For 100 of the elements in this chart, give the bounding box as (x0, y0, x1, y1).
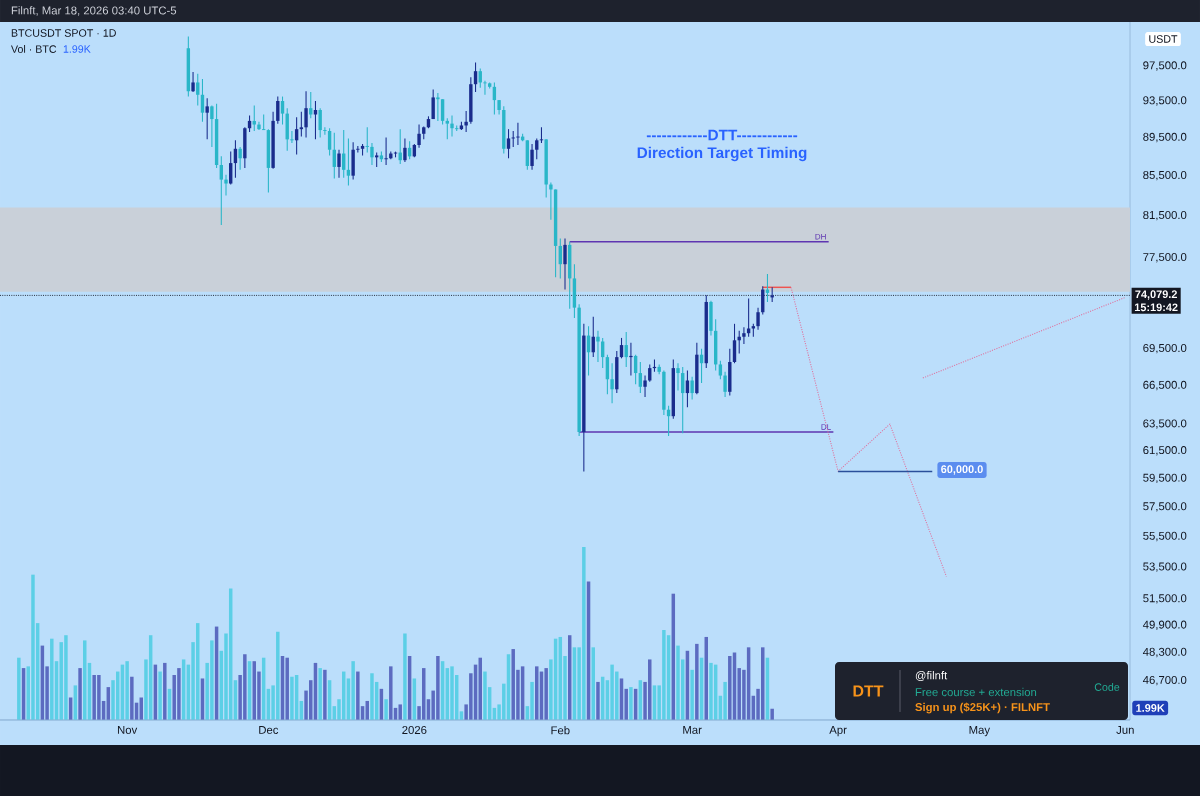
candlestick (370, 142, 374, 166)
candlestick (643, 374, 647, 398)
y-tick-label: 48,300.0 (1142, 647, 1187, 658)
bar (398, 704, 402, 720)
bar (728, 655, 732, 720)
candlestick (629, 342, 633, 377)
y-tick-label: 81,500.0 (1143, 211, 1187, 221)
bar (83, 640, 87, 720)
bar (596, 681, 600, 720)
bar (723, 681, 727, 720)
series-label: DL (821, 424, 831, 430)
candlestick (304, 90, 308, 139)
candlestick (417, 124, 421, 149)
candlestick (530, 143, 534, 171)
candlestick (299, 111, 304, 138)
y-tick-label: 49,900.0 (1142, 620, 1187, 630)
candlestick (742, 326, 746, 345)
candlestick (746, 298, 751, 338)
candlestick (238, 146, 242, 171)
candlestick (436, 92, 440, 122)
bar (535, 666, 539, 720)
y-tick-label: 63,500.0 (1143, 419, 1187, 429)
bar (290, 676, 294, 720)
bar (450, 666, 454, 720)
bar (125, 661, 129, 720)
bar (403, 633, 407, 720)
bar (483, 671, 487, 720)
bar (158, 671, 162, 720)
annotation: Free course + extension (915, 687, 1037, 697)
candlestick (756, 307, 760, 331)
candlestick (464, 110, 468, 133)
y-tick-label: 61,500.0 (1143, 446, 1187, 456)
candlestick (596, 330, 600, 363)
ref-line-label: 74,079.2 (1135, 290, 1177, 300)
text: 15:19:42 (1134, 303, 1178, 312)
candlestick (252, 104, 256, 132)
candlestick (690, 376, 694, 400)
bar (285, 657, 289, 720)
candlestick (610, 362, 614, 404)
y-tick-label: 66,500.0 (1143, 380, 1187, 391)
candlestick (450, 114, 454, 138)
candlestick (205, 97, 209, 140)
candlestick (384, 136, 388, 166)
bar (676, 645, 680, 720)
y-tick-label: 55,500.0 (1143, 531, 1187, 542)
candlestick (732, 323, 737, 364)
bar (770, 708, 774, 720)
bar (31, 574, 35, 720)
candlestick (445, 117, 449, 140)
bar (78, 668, 82, 720)
text: USDT (1149, 35, 1178, 43)
candlestick (516, 122, 520, 146)
candlestick (337, 149, 341, 179)
candlestick (219, 155, 223, 226)
y-tick-label: 46,700.0 (1142, 675, 1187, 686)
y-tick-label: 51,500.0 (1143, 594, 1187, 604)
x-tick-label: Nov (117, 726, 138, 734)
annotation: Code (1094, 683, 1120, 691)
annotation: 60,000.0 (941, 465, 983, 475)
bar (695, 643, 699, 720)
x-tick-label: May (969, 726, 991, 737)
annotation: 1.99K (63, 45, 91, 53)
annotation: @filnft (915, 671, 948, 681)
y-tick-label: 85,500.0 (1143, 171, 1187, 181)
candlestick (290, 130, 294, 144)
bar (17, 657, 21, 720)
annotation: BTCUSDT SPOT · 1D (11, 29, 116, 37)
x-tick-label: Mar (683, 726, 702, 734)
bar (690, 669, 694, 720)
y-tick-label: 77,500.0 (1143, 253, 1187, 263)
candlestick (323, 126, 327, 136)
bar (356, 671, 360, 720)
candlestick (600, 337, 605, 369)
candlestick (276, 96, 280, 125)
candlestick (224, 174, 228, 196)
candlestick (535, 137, 539, 160)
candlestick (483, 80, 487, 96)
bar (130, 676, 134, 720)
x-tick-label: Dec (259, 726, 279, 734)
candlestick (718, 360, 723, 380)
bar (50, 638, 54, 720)
bar (370, 673, 374, 720)
bar (389, 666, 393, 720)
candlestick (229, 151, 233, 186)
y-tick-label: 89,500.0 (1143, 132, 1187, 143)
candlestick (638, 361, 643, 394)
candlestick (210, 104, 214, 148)
candlestick (191, 71, 195, 93)
bar (351, 661, 355, 720)
candlestick (346, 137, 351, 187)
x-tick-label: Apr (829, 726, 847, 737)
annotation: Vol · BTC (10, 45, 57, 53)
candlestick (403, 137, 407, 163)
text: ------------DTT------------ (646, 129, 798, 141)
candlestick (723, 371, 727, 398)
bar (384, 699, 388, 720)
y-tick-label: 97,500.0 (1143, 61, 1187, 71)
text: Direction Target Timing (637, 146, 807, 162)
series-label: DH (815, 233, 826, 240)
y-tick-label: 53,500.0 (1143, 562, 1187, 572)
